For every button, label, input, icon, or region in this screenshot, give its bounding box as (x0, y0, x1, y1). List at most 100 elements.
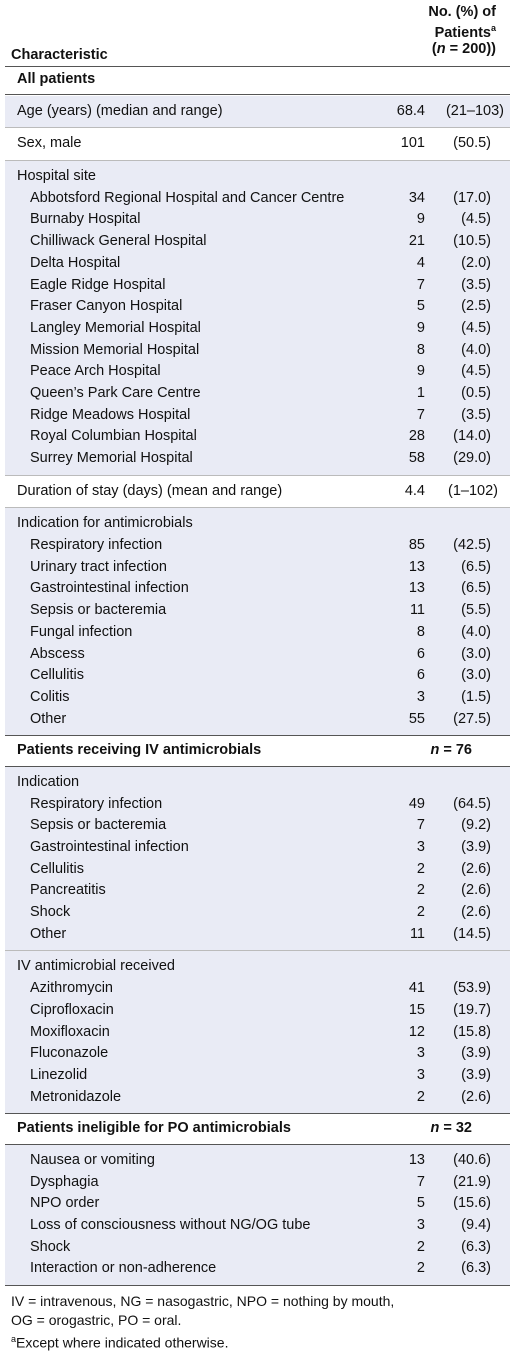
row-label: Langley Memorial Hospital (30, 319, 201, 336)
table-row: Age (years) (median and range) 68.4 (21–… (5, 101, 510, 123)
table-row: Loss of consciousness without NG/OG tube… (5, 1215, 510, 1237)
row-label: Pancreatitis (30, 882, 106, 899)
row-count: 8 (416, 341, 425, 358)
row-percent: (4.0) (461, 341, 491, 358)
row-label: Moxifloxacin (30, 1023, 110, 1040)
count-percent-header: No. (%) of Patientsa (n = 200)) (366, 4, 496, 57)
table-row: Gastrointestinal infection 13 (6.5) (5, 578, 510, 600)
footnote-a: aExcept where indicated otherwise. (11, 1334, 229, 1351)
row-percent: (4.5) (461, 319, 491, 336)
row-label: Sepsis or bacteremia (30, 602, 167, 619)
row-percent: (6.3) (461, 1260, 491, 1277)
indication-block: Indication for antimicrobials Respirator… (5, 507, 510, 736)
row-count: 2 (416, 1088, 425, 1105)
row-percent: (17.0) (453, 189, 491, 206)
row-label: Shock (30, 904, 71, 921)
row-count: 2 (416, 1260, 425, 1277)
table-row: Shock 2 (6.3) (5, 1237, 510, 1259)
row-percent: (15.8) (453, 1023, 491, 1040)
rows-group: Abbotsford Regional Hospital and Cancer … (5, 188, 510, 470)
po-section-header: Patients ineligible for PO antimicrobial… (5, 1113, 510, 1145)
row-count: 9 (416, 211, 425, 228)
table-row: Respiratory infection 49 (64.5) (5, 794, 510, 816)
section-n: n = 76 (430, 742, 472, 759)
row-count: 8 (416, 623, 425, 640)
row-percent: (4.0) (461, 623, 491, 640)
row-label: Surrey Memorial Hospital (30, 450, 193, 466)
row-count: 101 (400, 135, 425, 152)
rows-group: Nausea or vomiting 13 (40.6) Dysphagia 7 (21.… (5, 1150, 510, 1280)
table-row: Dysphagia 7 (21.9) (5, 1172, 510, 1194)
table-row: Azithromycin 41 (53.9) (5, 978, 510, 1000)
row-count: 7 (416, 406, 425, 423)
table-row: Shock 2 (2.6) (5, 902, 510, 924)
row-percent: (27.5) (453, 710, 491, 727)
row-percent: (6.3) (461, 1238, 491, 1255)
row-count: 9 (416, 363, 425, 380)
row-label: Abscess (30, 645, 85, 662)
row-percent: (3.9) (461, 1045, 491, 1062)
row-percent: (2.6) (461, 1088, 491, 1105)
row-percent: (9.2) (461, 817, 491, 834)
header-line-1: No. (%) of (428, 4, 496, 20)
row-count: 12 (408, 1023, 425, 1040)
row-label: Queen’s Park Care Centre (30, 384, 201, 401)
row-count: 68.4 (396, 102, 425, 119)
row-label: Age (years) (median and range) (17, 102, 223, 119)
row-count: 15 (408, 1001, 425, 1018)
group-title: Hospital site (17, 168, 96, 185)
row-count: 7 (416, 1173, 425, 1190)
row-label: Fungal infection (30, 623, 133, 640)
row-count: 11 (409, 925, 425, 942)
table-row: Fluconazole 3 (3.9) (5, 1043, 510, 1065)
table-row: Metronidazole 2 (2.6) (5, 1087, 510, 1109)
section-title: All patients (17, 71, 96, 87)
row-percent: (29.0) (453, 450, 491, 466)
row-percent: (50.5) (453, 135, 491, 152)
rows-group: Respiratory infection 85 (42.5) Urinary tra… (5, 535, 510, 730)
row-count: 1 (416, 384, 425, 401)
row-percent: (1.5) (461, 688, 491, 705)
table-row: Pancreatitis 2 (2.6) (5, 880, 510, 902)
table-row: Duration of stay (days) (mean and range)… (5, 481, 510, 503)
table-row: Eagle Ridge Hospital 7 (3.5) (5, 275, 510, 297)
row-label: Dysphagia (30, 1173, 99, 1190)
section-n: n = 32 (430, 1120, 472, 1137)
row-count: 85 (408, 537, 425, 554)
row-label: Other (30, 925, 67, 942)
row-percent: (14.5) (453, 925, 491, 942)
row-label: Other (30, 710, 67, 727)
rows-group: Azithromycin 41 (53.9) Ciprofloxacin 15 (19.7… (5, 978, 510, 1108)
row-label: Delta Hospital (30, 254, 121, 271)
row-percent: (15.6) (453, 1195, 491, 1212)
row-count: 4.4 (404, 482, 425, 499)
row-percent: (4.5) (461, 363, 491, 380)
row-percent: (6.5) (461, 558, 491, 575)
row-label: Linezolid (30, 1066, 88, 1083)
row-percent: (10.5) (453, 233, 491, 250)
row-percent: (3.0) (461, 667, 491, 684)
table-row: Sex, male 101 (50.5) (5, 133, 510, 155)
table-row: Cellulitis 6 (3.0) (5, 665, 510, 687)
characteristic-header: Characteristic (11, 47, 108, 63)
row-label: Respiratory infection (30, 795, 163, 812)
table-row: Nausea or vomiting 13 (40.6) (5, 1150, 510, 1172)
table-row: Moxifloxacin 12 (15.8) (5, 1022, 510, 1044)
row-count: 9 (416, 319, 425, 336)
rows-group: Respiratory infection 49 (64.5) Sepsis or b… (5, 794, 510, 946)
footnote-abbreviations-2: OG = orogastric, PO = oral. (11, 1312, 182, 1329)
row-percent: (64.5) (453, 795, 491, 812)
row-count: 55 (408, 710, 425, 727)
row-count: 3 (416, 1045, 425, 1062)
group-title: Indication for antimicrobials (17, 515, 193, 532)
row-count: 3 (416, 839, 425, 855)
row-label: Royal Columbian Hospital (30, 428, 197, 445)
row-percent: (0.5) (461, 384, 491, 401)
table-row: Delta Hospital 4 (2.0) (5, 253, 510, 275)
sex-block: Sex, male 101 (50.5) (5, 127, 510, 160)
row-percent: (1–102) (448, 482, 498, 499)
row-label: Nausea or vomiting (30, 1151, 155, 1168)
row-label: Interaction or non-adherence (30, 1260, 217, 1277)
row-count: 4 (416, 254, 425, 271)
row-percent: (3.5) (461, 406, 491, 423)
